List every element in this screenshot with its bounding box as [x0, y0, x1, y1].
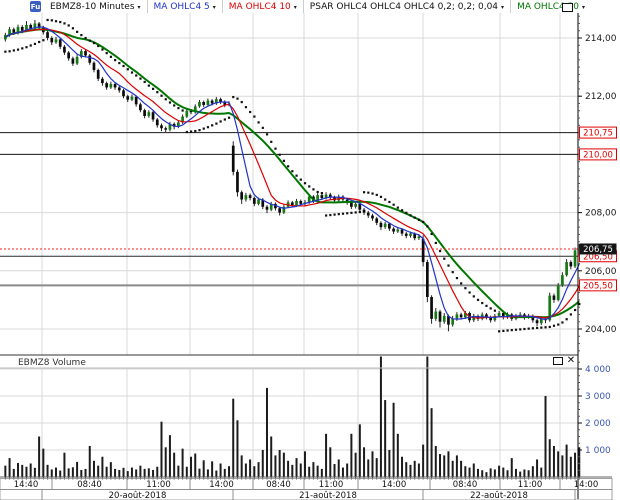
volume-bars [4, 356, 581, 477]
series-label: EBMZ8-10 Minutes [50, 1, 135, 12]
indicator-dropdown-ma20[interactable]: MA OHLC4 20 ▾ [510, 0, 591, 13]
time-label: 08:40 [77, 480, 102, 490]
price-levels [0, 132, 578, 287]
line-ma10 [5, 28, 580, 319]
time-label: 14:40 [14, 480, 39, 490]
indicator-dropdown-ma5[interactable]: MA OHLC4 5 ▾ [146, 0, 222, 13]
price-axis-label: 206,00 [585, 267, 617, 277]
psar-dots [4, 18, 581, 333]
indicator-dropdown-psar[interactable]: PSAR OHLC4 OHLC4 OHLC4 0,2; 0,2; 0,04 ▾ [302, 0, 510, 13]
alert-price-label: 206,50 [583, 252, 613, 262]
volume-axis-label: 1 000 [585, 446, 611, 456]
gridlines [0, 13, 578, 477]
volume-panel-close-button[interactable]: ✕ [566, 355, 576, 366]
line-ma5 [5, 26, 580, 321]
indicator-label-psar: PSAR OHLC4 OHLC4 OHLC4 0,2; 0,2; 0,04 [309, 1, 499, 12]
main-panel-maximize-button[interactable] [562, 3, 573, 12]
chevron-down-icon: ▾ [501, 3, 505, 11]
date-label: 22-août-2018 [470, 491, 528, 500]
price-axis-label: 204,00 [585, 325, 617, 335]
volume-axis-label: 2 000 [585, 419, 611, 429]
chevron-down-icon: ▾ [137, 3, 141, 11]
indicator-label-ma5: MA OHLC4 5 [153, 1, 210, 12]
volume-axis-label: 3 000 [585, 392, 611, 402]
price-axis: 214,00 212,00 208,00 206,00 204,00 210,75 210,… [577, 13, 617, 499]
price-axis-label: 214,00 [585, 34, 617, 44]
time-label: 14:00 [574, 480, 599, 490]
indicator-label-ma10: MA OHLC4 10 [228, 1, 291, 12]
alert-price-label: 210,00 [583, 150, 613, 160]
volume-axis: 4 000 3 000 2 000 1 000 [578, 361, 611, 471]
indicator-label-ma20: MA OHLC4 20 [517, 1, 580, 12]
time-label: 11:00 [518, 480, 543, 490]
indicator-dropdown-ma10[interactable]: MA OHLC4 10 ▾ [221, 0, 303, 13]
chevron-down-icon: ▾ [212, 3, 216, 11]
volume-axis-label: 4 000 [585, 365, 611, 375]
line-ma20 [4, 28, 580, 319]
time-axis: 14:40 08:40 11:00 14:00 08:40 11:00 14:00 08:40… [0, 476, 613, 500]
time-label: 08:40 [453, 480, 478, 490]
app-icon: Fu [30, 1, 41, 12]
price-axis-label: 212,00 [585, 92, 617, 102]
time-label: 14:00 [382, 480, 407, 490]
price-axis-label: 208,00 [585, 209, 617, 219]
chevron-down-icon: ▾ [582, 3, 586, 11]
date-label: 21-août-2018 [299, 491, 357, 500]
alert-price-label: 210,75 [583, 129, 613, 139]
toolbar: Fu EBMZ8-10 Minutes ▾ MA OHLC4 5 ▾ MA OH… [30, 0, 592, 13]
time-label: 11:00 [146, 480, 171, 490]
volume-panel-maximize-button[interactable] [553, 357, 563, 365]
series-selector-dropdown[interactable]: EBMZ8-10 Minutes ▾ [44, 0, 147, 13]
chevron-down-icon: ▾ [293, 3, 297, 11]
volume-panel-title: EBMZ8 Volume [18, 358, 86, 368]
time-label: 08:40 [266, 480, 291, 490]
last-price-label: 206,75 [583, 245, 613, 255]
time-label: 11:00 [319, 480, 344, 490]
date-label: 20-août-2018 [109, 491, 167, 500]
time-label: 14:00 [209, 480, 234, 490]
alert-price-label: 205,50 [583, 281, 613, 291]
